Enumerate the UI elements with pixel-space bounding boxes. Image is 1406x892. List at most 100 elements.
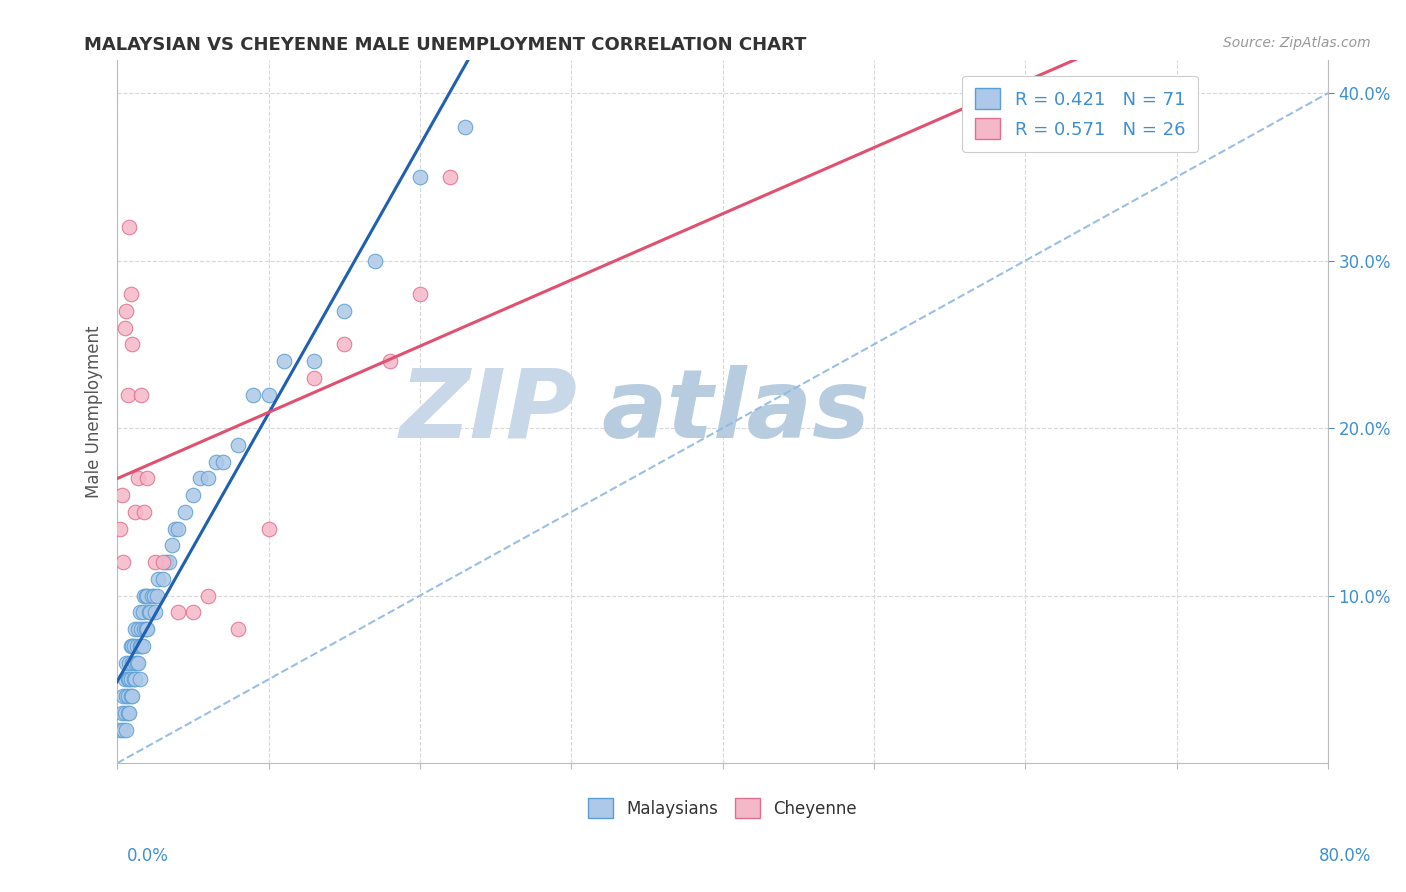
Point bbox=[112, 723, 135, 737]
Point bbox=[138, 606, 160, 620]
Point bbox=[115, 303, 138, 318]
Point bbox=[128, 673, 150, 687]
Point bbox=[112, 689, 135, 703]
Point bbox=[134, 505, 156, 519]
Point bbox=[226, 622, 249, 636]
Point bbox=[136, 589, 159, 603]
Point bbox=[155, 555, 177, 569]
Point bbox=[409, 169, 432, 184]
Point bbox=[127, 656, 149, 670]
Point bbox=[142, 589, 165, 603]
Point bbox=[226, 438, 249, 452]
Point bbox=[122, 673, 145, 687]
Point bbox=[117, 673, 139, 687]
Point bbox=[136, 471, 159, 485]
Point bbox=[409, 287, 432, 301]
Point bbox=[439, 169, 461, 184]
Point bbox=[117, 387, 139, 401]
Point bbox=[121, 689, 143, 703]
Point bbox=[257, 387, 280, 401]
Point bbox=[333, 303, 356, 318]
Point bbox=[110, 522, 132, 536]
Point bbox=[131, 387, 153, 401]
Point bbox=[121, 337, 143, 351]
Point bbox=[146, 572, 169, 586]
Point bbox=[135, 622, 157, 636]
Point bbox=[118, 673, 141, 687]
Point bbox=[131, 622, 153, 636]
Point bbox=[117, 689, 139, 703]
Point bbox=[166, 606, 188, 620]
Point bbox=[114, 673, 136, 687]
Point bbox=[111, 488, 134, 502]
Point bbox=[124, 622, 146, 636]
Text: ZIP: ZIP bbox=[399, 365, 578, 458]
Point bbox=[257, 522, 280, 536]
Point bbox=[118, 706, 141, 720]
Point bbox=[115, 656, 138, 670]
Text: 80.0%: 80.0% bbox=[1319, 847, 1371, 865]
Point bbox=[110, 723, 132, 737]
Point bbox=[120, 673, 142, 687]
Point bbox=[204, 455, 226, 469]
Point bbox=[128, 606, 150, 620]
Point bbox=[135, 589, 157, 603]
Point bbox=[132, 639, 155, 653]
Point bbox=[132, 606, 155, 620]
Point bbox=[127, 622, 149, 636]
Point bbox=[363, 253, 385, 268]
Point bbox=[124, 673, 146, 687]
Point bbox=[139, 606, 162, 620]
Point bbox=[136, 622, 159, 636]
Point bbox=[121, 639, 143, 653]
Text: 0.0%: 0.0% bbox=[127, 847, 169, 865]
Point bbox=[115, 723, 138, 737]
Point bbox=[302, 371, 325, 385]
Point bbox=[160, 538, 183, 552]
Point bbox=[152, 572, 174, 586]
Point bbox=[454, 120, 477, 134]
Point bbox=[114, 706, 136, 720]
Point bbox=[118, 220, 141, 235]
Point bbox=[212, 455, 235, 469]
Point bbox=[120, 287, 142, 301]
Point bbox=[152, 555, 174, 569]
Point bbox=[122, 639, 145, 653]
Point bbox=[121, 656, 143, 670]
Point bbox=[181, 488, 204, 502]
Point bbox=[134, 589, 156, 603]
Point bbox=[115, 689, 138, 703]
Point bbox=[125, 656, 148, 670]
Point bbox=[181, 606, 204, 620]
Point bbox=[145, 589, 167, 603]
Point bbox=[125, 639, 148, 653]
Point bbox=[273, 354, 295, 368]
Point bbox=[114, 320, 136, 334]
Point bbox=[174, 505, 197, 519]
Point bbox=[112, 555, 135, 569]
Legend: Malaysians, Cheyenne: Malaysians, Cheyenne bbox=[582, 791, 863, 825]
Point bbox=[141, 589, 163, 603]
Point bbox=[124, 505, 146, 519]
Point bbox=[128, 639, 150, 653]
Point bbox=[134, 622, 156, 636]
Point bbox=[124, 656, 146, 670]
Point bbox=[378, 354, 401, 368]
Y-axis label: Male Unemployment: Male Unemployment bbox=[86, 325, 103, 498]
Point bbox=[111, 706, 134, 720]
Point bbox=[163, 522, 186, 536]
Point bbox=[117, 706, 139, 720]
Text: atlas: atlas bbox=[602, 365, 870, 458]
Point bbox=[190, 471, 212, 485]
Point bbox=[197, 471, 219, 485]
Text: Source: ZipAtlas.com: Source: ZipAtlas.com bbox=[1223, 36, 1371, 50]
Point bbox=[120, 639, 142, 653]
Point bbox=[166, 522, 188, 536]
Point bbox=[157, 555, 180, 569]
Point bbox=[143, 606, 166, 620]
Point bbox=[118, 656, 141, 670]
Point bbox=[197, 589, 219, 603]
Point bbox=[242, 387, 264, 401]
Text: MALAYSIAN VS CHEYENNE MALE UNEMPLOYMENT CORRELATION CHART: MALAYSIAN VS CHEYENNE MALE UNEMPLOYMENT … bbox=[84, 36, 807, 54]
Point bbox=[302, 354, 325, 368]
